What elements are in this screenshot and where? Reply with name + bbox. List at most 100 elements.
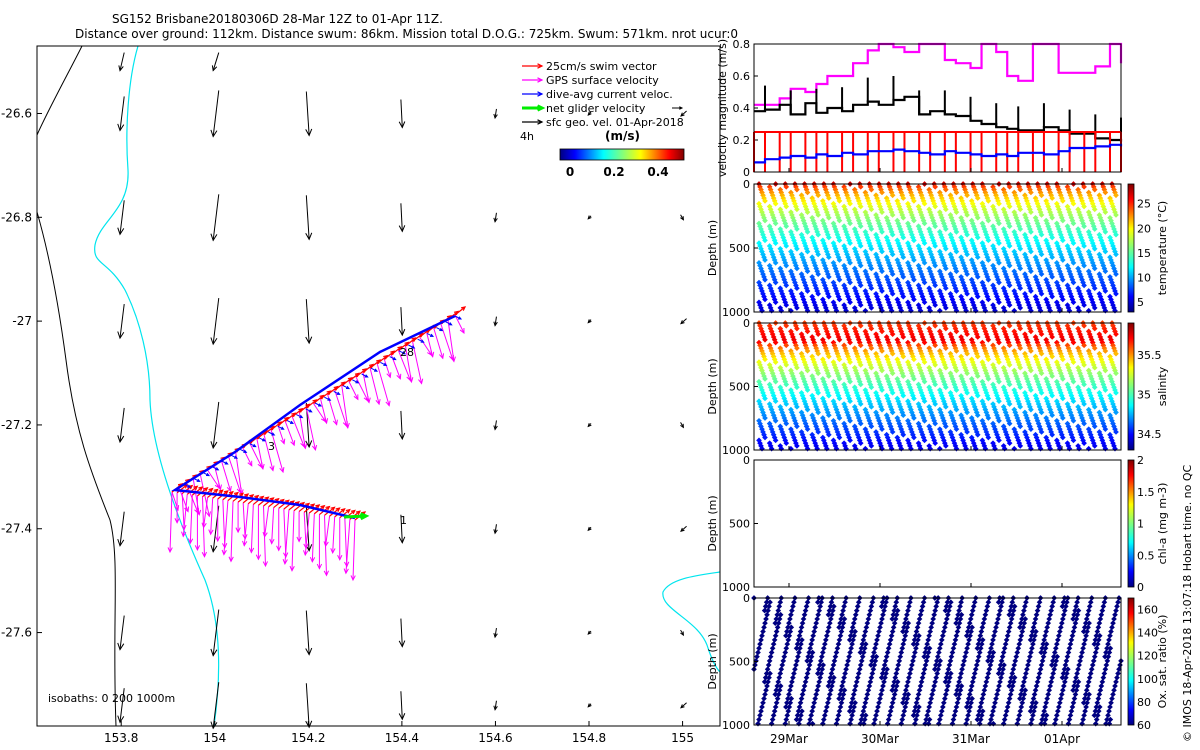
depth-sample	[980, 691, 987, 698]
depth-sample	[1031, 620, 1038, 626]
gps-surface-velocity-arrow-shaft	[242, 502, 246, 539]
depth-sample	[1038, 290, 1045, 297]
dive-avg-current-arrow-head	[196, 478, 201, 482]
depth-sample	[942, 226, 949, 232]
depth-sample	[1059, 237, 1066, 244]
geostrophic-arrow	[117, 688, 125, 724]
geostrophic-arrow-head	[587, 703, 592, 708]
dive-avg-current-arrow-head	[336, 391, 341, 395]
swim-vector-arrow-shaft	[383, 350, 395, 360]
depth-sample	[974, 214, 981, 221]
geostrophic-arrow-head	[398, 121, 406, 129]
depth-sample	[922, 720, 929, 727]
depth-sample	[895, 662, 902, 668]
depth-sample	[809, 637, 816, 643]
depth-sample	[887, 708, 894, 714]
velocity-ylabel: velocity magnitude (m/s)	[716, 39, 729, 177]
gps-surface-velocity-arrow-head	[276, 545, 282, 552]
colorbar	[1127, 459, 1135, 588]
depth-sample	[875, 632, 881, 639]
depth-sample	[868, 226, 875, 232]
depth-sample	[794, 658, 800, 664]
depth-sample	[971, 670, 978, 677]
depth-sample	[950, 716, 957, 723]
depth-sample	[824, 699, 831, 706]
depth-sample	[882, 658, 889, 664]
depth-sample	[1049, 214, 1056, 221]
depth-sample	[1044, 695, 1051, 702]
dive-avg-current-arrow	[389, 356, 397, 361]
depth-sample	[996, 260, 1002, 266]
depth-sample	[1046, 616, 1053, 622]
depth-sample	[1013, 653, 1020, 660]
geostrophic-arrow-shaft	[212, 298, 220, 345]
swim-vector-arrow-head	[218, 489, 224, 495]
swim-vector-arrow-shaft	[291, 408, 303, 418]
gps-surface-velocity-arrow-head	[269, 538, 275, 545]
depth-sample	[756, 645, 762, 652]
gps-surface-velocity-arrow-head	[279, 467, 285, 474]
depth-sample	[1049, 195, 1056, 201]
depth-sample	[832, 653, 839, 660]
depth-sample	[856, 666, 863, 673]
geostrophic-arrow-shaft	[212, 609, 220, 656]
depth-sample	[798, 695, 805, 702]
depth-sample	[1028, 248, 1034, 255]
depth-sample	[958, 599, 964, 606]
depth-sample	[1053, 712, 1060, 719]
depth-sample	[844, 662, 850, 668]
depth-sample	[754, 653, 760, 660]
gps-surface-velocity-arrow-shaft	[426, 332, 434, 357]
depth-sample	[971, 599, 978, 606]
legend-swatch-arrow	[522, 104, 546, 112]
depth-sample	[943, 687, 950, 694]
depth-sample	[1038, 251, 1045, 258]
gps-surface-velocity-arrow-shaft	[447, 319, 455, 362]
depth-sample	[900, 274, 907, 280]
velocity-panel-frame	[753, 43, 1122, 173]
depth-sample	[939, 704, 946, 710]
dive-avg-current-arrow	[454, 315, 463, 320]
depth-sample	[964, 212, 970, 218]
depth-sample	[1052, 645, 1059, 652]
geostrophic-arrow	[493, 108, 498, 120]
depth-sample	[996, 279, 1002, 286]
y-tick-label: 0.2	[733, 134, 751, 147]
depth-sample	[1043, 699, 1050, 706]
depth-sample	[757, 712, 763, 719]
gps-surface-velocity-arrow	[404, 345, 414, 384]
swim-vector-arrow-head	[213, 488, 219, 494]
depth-sample	[787, 616, 793, 622]
depth-sample	[964, 271, 970, 277]
depth-sample	[965, 641, 971, 647]
legend-label: dive-avg current veloc.	[546, 88, 673, 101]
depth-sample	[826, 691, 833, 698]
depth-sample	[1066, 716, 1073, 723]
depth-sample	[836, 708, 843, 714]
depth-sample	[985, 198, 992, 204]
dive-avg-current-arrow	[342, 385, 351, 390]
depth-sample	[1006, 302, 1013, 308]
geostrophic-arrow-shaft	[494, 212, 497, 222]
depth-sample	[874, 637, 880, 643]
depth-sample	[1059, 217, 1066, 224]
geostrophic-arrow-shaft	[400, 618, 403, 647]
depth-sample	[833, 720, 840, 727]
depth-sample	[804, 670, 811, 677]
swim-vector-arrow-head	[249, 494, 255, 499]
dive-avg-current-arrow	[352, 379, 360, 384]
legend-label: sfc geo. vel. 01-Apr-2018	[546, 116, 684, 129]
depth-sample	[815, 212, 822, 218]
dive-avg-current-arrow-head	[243, 449, 248, 453]
geostrophic-arrow	[493, 212, 498, 223]
colorbar-tick-label: 25	[1137, 198, 1151, 211]
geostrophic-arrow-head	[118, 65, 124, 72]
geostrophic-arrow-head	[210, 337, 218, 346]
depth-sample	[953, 268, 960, 275]
geostrophic-velocity-arrows	[117, 52, 687, 730]
dive-avg-current-arrow-head	[355, 380, 360, 384]
depth-sample	[756, 716, 762, 723]
gps-surface-velocity-arrow-head	[350, 575, 356, 582]
depth-sample	[917, 683, 924, 689]
depth-sample	[937, 712, 944, 719]
